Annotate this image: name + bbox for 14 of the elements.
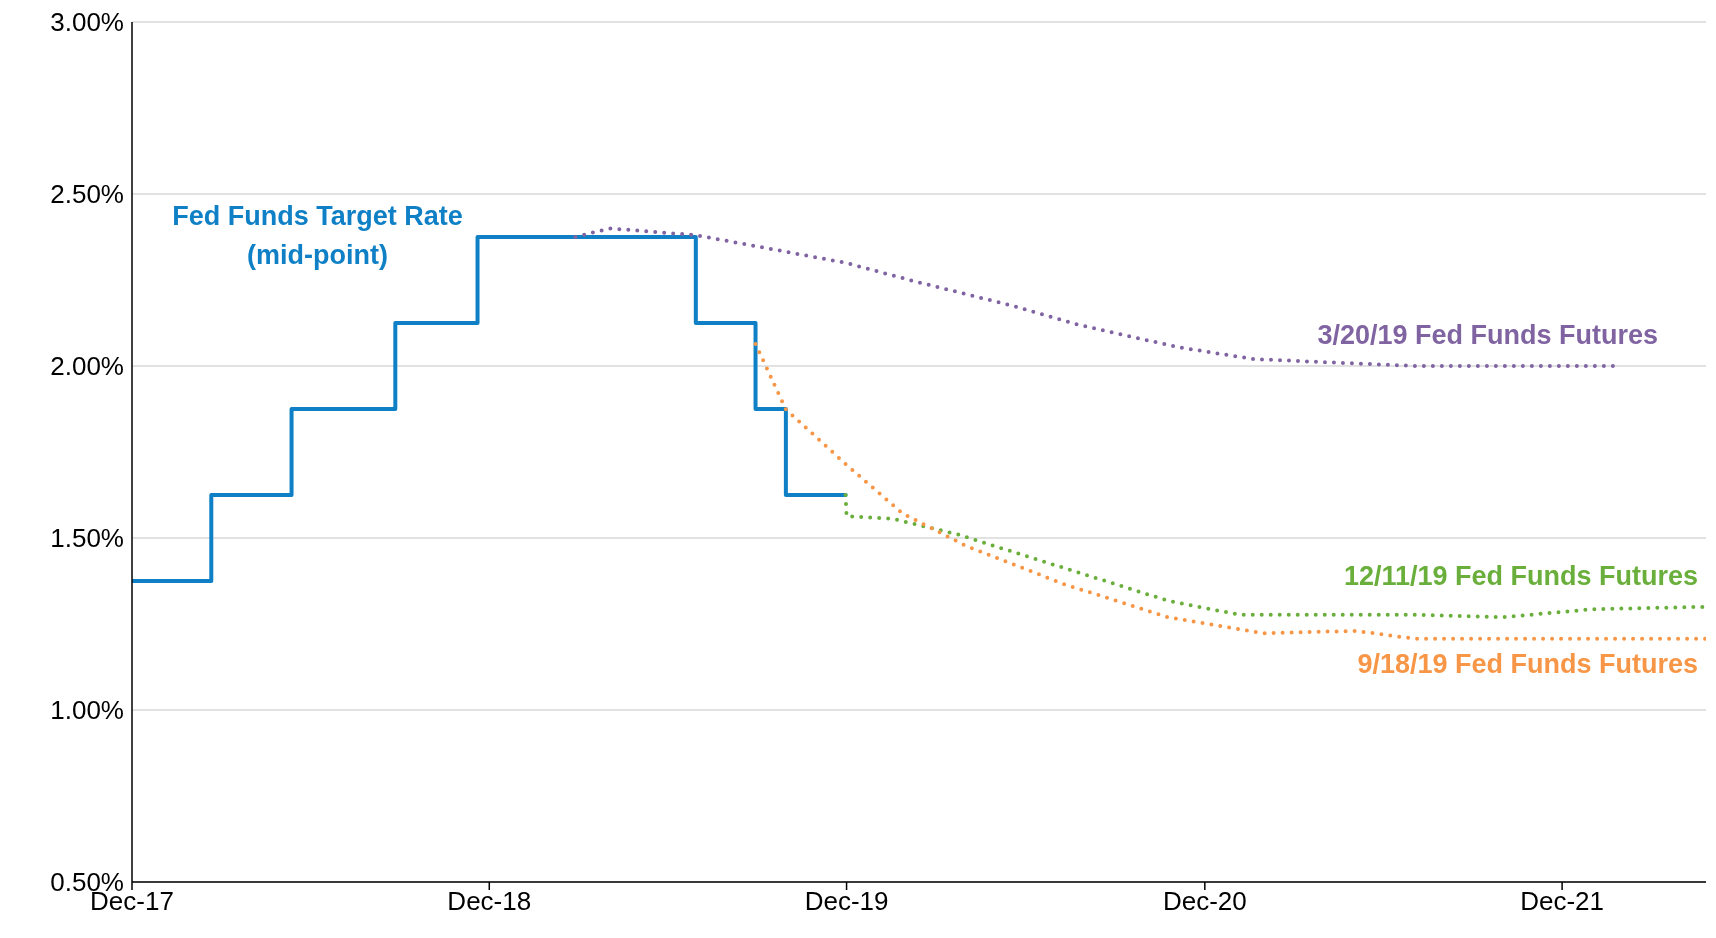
y-tick-label: 2.00% xyxy=(50,351,124,382)
series-label: Fed Funds Target Rate (mid-point) xyxy=(172,201,463,270)
x-tick-label: Dec-20 xyxy=(1162,886,1247,917)
series-label: 9/18/19 Fed Funds Futures xyxy=(1357,648,1698,679)
x-tick-label: Dec-21 xyxy=(1520,886,1605,917)
series-label: 12/11/19 Fed Funds Futures xyxy=(1343,560,1698,591)
x-tick-label: Dec-19 xyxy=(804,886,889,917)
x-tick-label: Dec-18 xyxy=(447,886,532,917)
y-tick-label: 1.50% xyxy=(50,523,124,554)
y-tick-label: 1.00% xyxy=(50,695,124,726)
line-series xyxy=(843,493,1706,620)
y-tick-label: 2.50% xyxy=(50,179,124,210)
series-label: 3/20/19 Fed Funds Futures xyxy=(1317,320,1659,350)
y-tick-label: 3.00% xyxy=(50,7,124,38)
